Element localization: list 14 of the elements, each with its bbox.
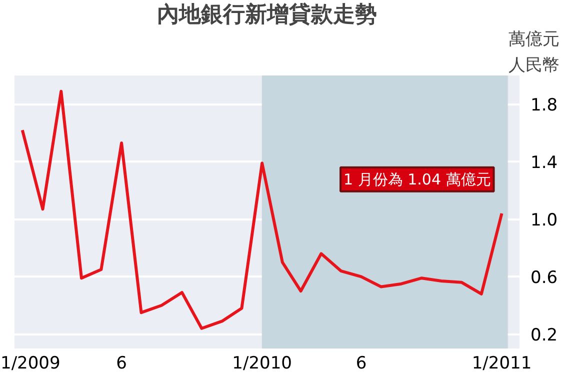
y-tick-label: 0.6: [530, 268, 558, 288]
line-series: [20, 90, 504, 330]
y-tick-label: 0.2: [530, 326, 558, 346]
x-tick-label: 6: [116, 354, 127, 374]
x-tick-label: 1/2009: [0, 354, 60, 374]
chart-title: 內地銀行新增貸款走勢: [157, 2, 377, 28]
x-tick-label: 6: [356, 354, 367, 374]
annotation: 1 月份為 1.04 萬億元: [344, 170, 491, 188]
y-axis-title: 萬億元人民幣: [508, 30, 560, 76]
y-tick-label: 1.0: [530, 210, 558, 231]
x-tick-label: 1/2011: [472, 354, 532, 374]
x-tick-label: 1/2010: [232, 354, 292, 374]
y-tick-label: 1.4: [530, 153, 558, 174]
y-tick-label: 1.8: [530, 96, 558, 116]
